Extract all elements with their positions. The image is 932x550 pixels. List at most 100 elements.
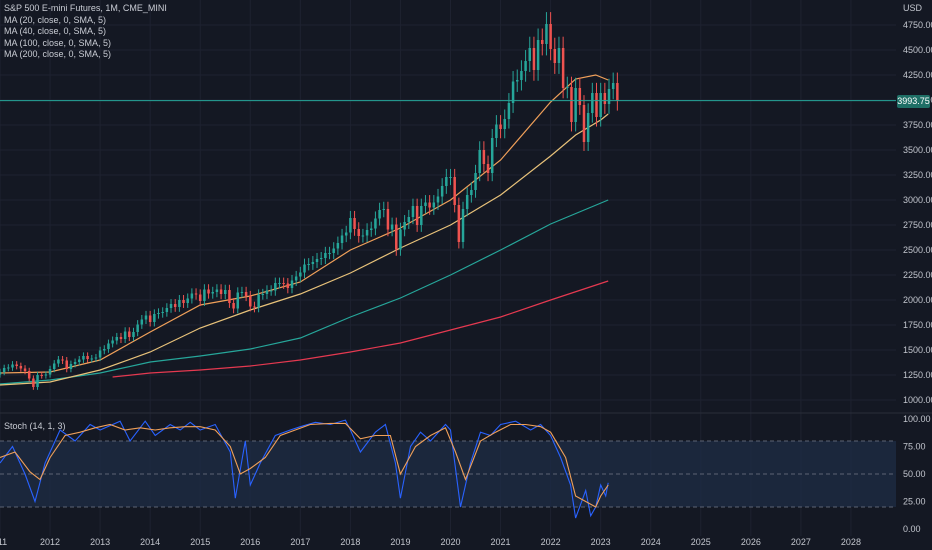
candle-body xyxy=(7,367,10,369)
candle-body xyxy=(128,331,131,337)
price-tick-label: 4500.00 xyxy=(903,45,932,55)
time-tick-label: 2022 xyxy=(541,537,561,547)
stoch-d-line xyxy=(0,422,609,508)
stoch-title[interactable]: Stoch (14, 1, 3) xyxy=(4,421,66,431)
candle-body xyxy=(507,103,511,119)
time-tick-label: 2024 xyxy=(641,537,661,547)
candle-body xyxy=(203,289,206,301)
time-tick-label: 2017 xyxy=(290,537,310,547)
symbol-title[interactable]: S&P 500 E-mini Futures, 1M, CME_MINI xyxy=(4,3,167,13)
legend-ma40[interactable]: MA (40, close, 0, SMA, 5) xyxy=(4,26,107,36)
stoch-band-lines xyxy=(0,440,896,508)
price-axis[interactable]: 4750.004500.004250.004000.003750.003500.… xyxy=(903,20,932,405)
candle-body xyxy=(319,258,323,259)
candle-body xyxy=(545,24,548,44)
candle-body xyxy=(115,337,119,341)
price-tick-label: 4250.00 xyxy=(903,70,932,80)
candle-body xyxy=(415,206,419,225)
price-axis-currency: USD xyxy=(903,3,923,13)
candle-body xyxy=(215,289,219,292)
candle-body xyxy=(382,209,386,210)
candle-body xyxy=(36,375,39,387)
candle-body xyxy=(453,177,456,205)
candle-body xyxy=(94,357,98,359)
candle-body xyxy=(557,48,561,63)
candle-body xyxy=(553,49,557,63)
time-tick-label: 2027 xyxy=(791,537,811,547)
stoch-tick-label: 100.00 xyxy=(903,414,931,424)
stoch-tick-label: 75.00 xyxy=(903,442,926,452)
stoch-axis[interactable]: 100.00 75.00 50.00 25.00 0.00 xyxy=(903,414,931,534)
candle-body xyxy=(119,337,123,339)
candle-body xyxy=(40,375,43,376)
candle-body xyxy=(374,218,377,229)
candle-body xyxy=(90,358,94,360)
price-tick-label: 2250.00 xyxy=(903,270,932,280)
candle-body xyxy=(336,243,340,249)
candle-body xyxy=(148,315,152,322)
candle-body xyxy=(616,83,619,101)
candle-body xyxy=(103,349,106,351)
price-tick-label: 3000.00 xyxy=(903,195,932,205)
candle-body xyxy=(432,202,436,208)
ma200-line xyxy=(112,280,609,378)
candle-body xyxy=(324,253,327,258)
candle-body xyxy=(294,276,298,281)
candle-body xyxy=(73,362,77,364)
price-tick-label: 1750.00 xyxy=(903,320,932,330)
candle-body xyxy=(532,48,536,70)
candle-body xyxy=(65,360,68,369)
candle-body xyxy=(48,369,52,375)
time-tick-label: 2019 xyxy=(390,537,410,547)
legend-ma200[interactable]: MA (200, close, 0, SMA, 5) xyxy=(4,49,112,59)
candle-body xyxy=(52,363,56,369)
candle-body xyxy=(44,374,48,376)
candle-body xyxy=(486,164,490,173)
time-tick-label: 2013 xyxy=(90,537,110,547)
ma20-line xyxy=(0,74,609,374)
candle-body xyxy=(549,24,552,49)
candle-body xyxy=(561,48,565,88)
time-axis[interactable]: 011 2012 2013 2014 2015 2016 2017 2018 2019 2020 2… xyxy=(0,537,861,547)
candle-body xyxy=(470,190,473,195)
candle-body xyxy=(445,177,448,186)
legend: S&P 500 E-mini Futures, 1M, CME_MINI MA … xyxy=(4,3,167,61)
moving-averages xyxy=(0,74,609,386)
candle-body xyxy=(244,292,248,296)
candle-body xyxy=(269,290,273,292)
candle-body xyxy=(541,40,544,44)
candle-body xyxy=(311,262,315,264)
candle-body xyxy=(132,332,135,337)
candle-body xyxy=(286,283,290,288)
legend-ma100[interactable]: MA (100, close, 0, SMA, 5) xyxy=(4,37,112,48)
price-tick-label: 3250.00 xyxy=(903,170,932,180)
candle-body xyxy=(378,210,381,219)
candle-body xyxy=(299,272,302,277)
time-tick-label: 2025 xyxy=(691,537,711,547)
stoch-series xyxy=(0,419,609,519)
price-tick-label: 3750.00 xyxy=(903,120,932,130)
candle-body xyxy=(357,229,360,236)
candle-body xyxy=(224,290,227,294)
candle-body xyxy=(261,294,265,295)
candle-body xyxy=(340,235,344,243)
candle-body xyxy=(328,253,331,254)
candle-body xyxy=(570,87,573,122)
candle-body xyxy=(591,93,594,113)
candle-body xyxy=(107,343,110,349)
time-tick-label: 2012 xyxy=(40,537,60,547)
candle-body xyxy=(303,264,306,273)
candle-body xyxy=(182,300,185,303)
price-tick-label: 2750.00 xyxy=(903,220,932,230)
price-tick-label: 3500.00 xyxy=(903,145,932,155)
time-tick-label: 2023 xyxy=(591,537,611,547)
time-tick-label: 2014 xyxy=(140,537,160,547)
candle-body xyxy=(365,230,369,236)
candle-body xyxy=(153,314,156,322)
candle-body xyxy=(428,202,431,208)
legend-ma20[interactable]: MA (20, close, 0, SMA, 5) xyxy=(4,14,107,25)
candle-body xyxy=(511,81,515,103)
candle-body xyxy=(278,283,281,284)
candle-body xyxy=(228,290,231,303)
